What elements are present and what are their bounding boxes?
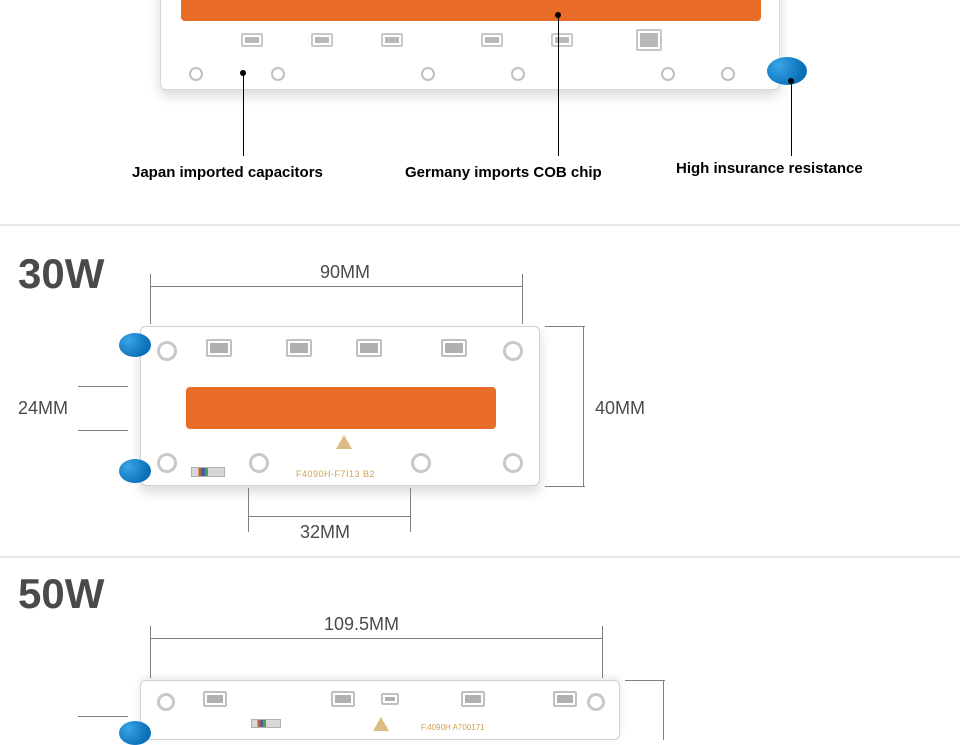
chip-large xyxy=(160,0,780,90)
dim-tick xyxy=(150,626,151,678)
dim-tick xyxy=(602,626,603,678)
callout-label-2: Germany imports COB chip xyxy=(405,164,602,181)
smd-pad xyxy=(206,339,232,357)
dim-line xyxy=(583,326,584,486)
dim-line xyxy=(150,286,522,287)
cob-strip xyxy=(186,387,496,429)
dim-line xyxy=(625,680,665,681)
dim-inner: 32MM xyxy=(300,522,350,543)
smd-pad xyxy=(551,33,573,47)
dim-line xyxy=(78,430,128,431)
smd-pad xyxy=(356,339,382,357)
dim-tick xyxy=(248,488,249,532)
blue-capacitor xyxy=(119,721,151,745)
mount-hole xyxy=(157,453,177,473)
blue-capacitor xyxy=(119,459,151,483)
smd-pad xyxy=(441,339,467,357)
section-50w: 50W 109.5MM F.4090H A700171 xyxy=(0,558,960,738)
dim-width: 90MM xyxy=(320,262,370,283)
mount-hole xyxy=(249,453,269,473)
dim-width: 109.5MM xyxy=(324,614,399,635)
mount-hole xyxy=(661,67,675,81)
dim-tick xyxy=(522,274,523,324)
smd-pad xyxy=(311,33,333,47)
mount-hole xyxy=(421,67,435,81)
chip-marking: F4090H-F7I13 B2 xyxy=(296,469,375,479)
chip-marking: F.4090H A700171 xyxy=(421,723,485,732)
mount-hole xyxy=(587,693,605,711)
resistor xyxy=(251,719,281,728)
smd-pad xyxy=(636,29,662,51)
resistor xyxy=(191,467,225,477)
top-callout-section: Japan imported capacitors Germany import… xyxy=(0,0,960,210)
dim-tick xyxy=(410,488,411,532)
mount-hole xyxy=(511,67,525,81)
smd-pad xyxy=(461,691,485,707)
smd-pad xyxy=(481,33,503,47)
dim-line xyxy=(78,386,128,387)
warning-icon xyxy=(373,717,389,731)
callout-line xyxy=(243,76,244,156)
chip-30w: F4090H-F7I13 B2 xyxy=(140,326,540,486)
wattage-label: 30W xyxy=(18,250,104,298)
section-30w: 30W 90MM F4090H-F7I13 B2 24MM 40MM 32MM xyxy=(0,226,960,556)
mount-hole xyxy=(271,67,285,81)
dim-tick xyxy=(150,274,151,324)
dim-line xyxy=(78,716,128,717)
mount-hole xyxy=(411,453,431,473)
smd-pad xyxy=(381,693,399,705)
callout-line xyxy=(558,18,559,156)
blue-capacitor xyxy=(119,333,151,357)
mount-hole xyxy=(503,453,523,473)
callout-label-3: High insurance resistance xyxy=(676,160,863,177)
mount-hole xyxy=(157,693,175,711)
smd-pad xyxy=(381,33,403,47)
mount-hole xyxy=(721,67,735,81)
smd-pad xyxy=(331,691,355,707)
smd-pad xyxy=(241,33,263,47)
chip-50w: F.4090H A700171 xyxy=(140,680,620,740)
dim-strip-height: 24MM xyxy=(18,398,68,419)
mount-hole xyxy=(157,341,177,361)
smd-pad xyxy=(286,339,312,357)
smd-pad xyxy=(553,691,577,707)
callout-line xyxy=(791,84,792,156)
dim-line xyxy=(150,638,602,639)
cob-strip xyxy=(181,0,761,21)
callout-label-1: Japan imported capacitors xyxy=(132,164,323,181)
dim-height: 40MM xyxy=(595,398,645,419)
dim-line xyxy=(545,486,585,487)
warning-icon xyxy=(336,435,352,449)
dim-line xyxy=(248,516,410,517)
blue-capacitor xyxy=(767,57,807,85)
dim-line xyxy=(663,680,664,740)
wattage-label: 50W xyxy=(18,570,104,618)
smd-pad xyxy=(203,691,227,707)
mount-hole xyxy=(189,67,203,81)
mount-hole xyxy=(503,341,523,361)
dim-line xyxy=(545,326,585,327)
